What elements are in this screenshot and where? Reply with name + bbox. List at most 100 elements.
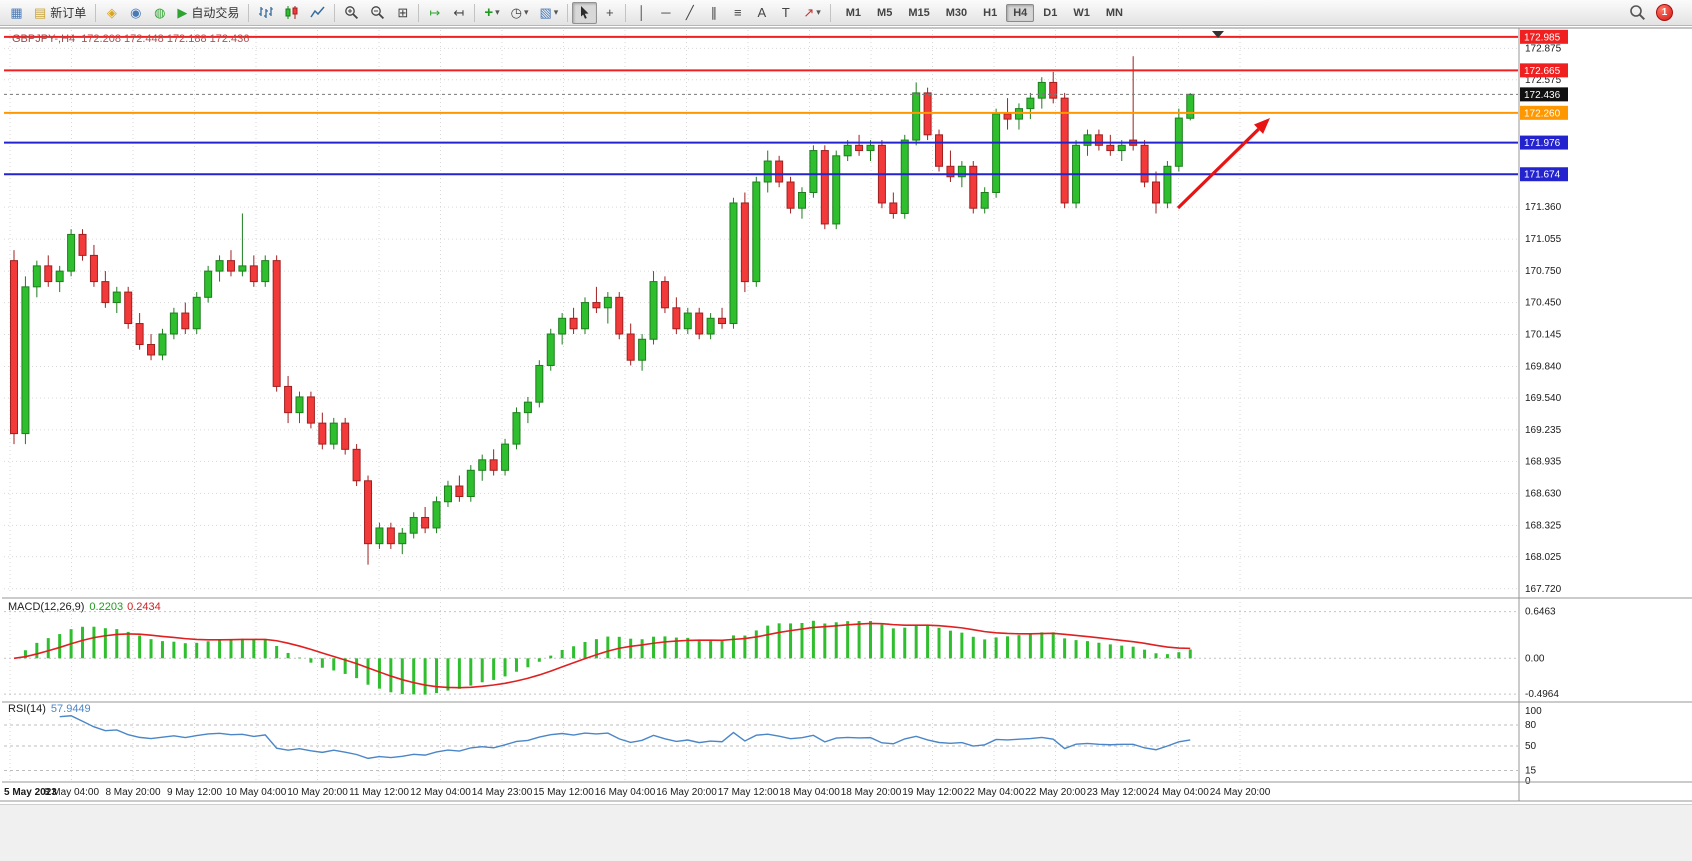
price-tag-172.985	[1520, 29, 1568, 44]
trendline-button[interactable]: ╱	[678, 2, 701, 24]
bar-chart-button[interactable]	[253, 2, 278, 24]
arrow-objects-button[interactable]: ↗ ▾	[798, 2, 825, 24]
macd-axis-label: -0.4964	[1525, 689, 1559, 700]
candle	[1163, 165, 1172, 204]
text-label-icon: T	[781, 5, 790, 20]
timeframe-M5[interactable]: M5	[877, 6, 893, 19]
timeframe-MN[interactable]: MN	[1105, 6, 1123, 19]
search-icon[interactable]	[1629, 4, 1646, 21]
periods-button[interactable]: ◷ ▾	[506, 2, 534, 24]
candle	[900, 139, 909, 214]
metaeditor-button[interactable]: ◈	[100, 2, 123, 24]
zoom-out-button[interactable]	[365, 2, 390, 24]
timeframe-M1[interactable]: M1	[845, 6, 862, 19]
cursor-button[interactable]	[572, 1, 598, 24]
macd-name: MACD(12,26,9)	[8, 601, 85, 613]
timeframe-D1[interactable]: D1	[1043, 6, 1058, 19]
line-chart-icon	[310, 5, 325, 20]
timeframe-M30[interactable]: M30	[945, 6, 968, 19]
ohlc-quote: 172.208 172.448 172.188 172.436	[81, 33, 250, 45]
candle	[466, 469, 475, 498]
price-tag-172.665	[1520, 63, 1568, 78]
candle	[284, 385, 293, 414]
price-tick: 168.630	[1525, 488, 1562, 499]
candle	[615, 296, 624, 335]
time-label: 24 May 20:00	[1210, 787, 1271, 798]
time-label: 11 May 12:00	[349, 787, 409, 798]
candle	[124, 291, 133, 325]
time-label: 22 May 20:00	[1025, 787, 1086, 798]
candle	[421, 516, 430, 529]
price-tick: 171.360	[1525, 202, 1562, 213]
templates-button[interactable]: ▧ ▾	[535, 2, 564, 24]
tile-windows-button[interactable]: ⊞	[391, 2, 414, 24]
candle	[752, 181, 761, 283]
time-label: 5 May 2023	[4, 787, 57, 798]
market-watch-button[interactable]: ◉	[124, 2, 147, 24]
toolbar-right: 1	[1629, 4, 1687, 21]
zoom-out-icon	[370, 5, 385, 20]
text-tool-button[interactable]: A	[750, 2, 773, 24]
horizontal-line-button[interactable]: ─	[654, 2, 677, 24]
candle	[706, 317, 715, 335]
price-tick: 167.720	[1525, 584, 1562, 595]
chart-shift-marker[interactable]	[1212, 31, 1224, 38]
indicators-button[interactable]: + ▾	[479, 2, 504, 24]
auto-scroll-button[interactable]: ↦	[423, 2, 446, 24]
price-tag-label: 171.674	[1524, 170, 1561, 181]
time-label: 16 May 04:00	[595, 787, 656, 798]
compass-icon: ◈	[106, 5, 117, 20]
vertical-line-icon: │	[637, 5, 646, 20]
chart-shift-button[interactable]: ↤	[447, 2, 470, 24]
time-label: 10 May 04:00	[226, 787, 287, 798]
timeframe-H1[interactable]: H1	[983, 6, 998, 19]
timeframe-H4[interactable]: H4	[1006, 3, 1035, 22]
trend-arrow[interactable]	[1176, 128, 1260, 210]
price-tick: 170.450	[1525, 298, 1562, 309]
candle	[32, 265, 41, 288]
cursor-icon	[577, 5, 592, 20]
candle	[912, 92, 921, 141]
new-order-button[interactable]: ▤ 新订单	[29, 2, 91, 24]
crosshair-button[interactable]: +	[598, 2, 621, 24]
candle	[1117, 144, 1126, 152]
candle	[501, 443, 510, 471]
candle	[957, 165, 966, 178]
toolbar-separator	[567, 3, 569, 22]
candle	[10, 260, 18, 435]
line-chart-button[interactable]	[305, 2, 330, 24]
new-chart-button[interactable]: ▦	[5, 2, 28, 24]
candle	[409, 516, 418, 534]
quotes-icon: ◉	[130, 5, 142, 20]
candlestick-chart-button[interactable]	[279, 2, 304, 24]
rsi-line	[59, 715, 1191, 760]
chevron-down-icon: ▾	[495, 7, 500, 17]
candles-icon	[284, 5, 299, 20]
timeframe-M15[interactable]: M15	[908, 6, 930, 19]
timeframe-toolbar: M1 M5 M15 M30 H1 H4 D1 W1 MN	[839, 3, 1130, 22]
candle	[729, 202, 738, 325]
time-label: 22 May 04:00	[964, 787, 1025, 798]
trend-arrow-head[interactable]	[1254, 118, 1270, 134]
candle	[638, 338, 647, 361]
vertical-line-button[interactable]: │	[630, 2, 653, 24]
candle	[809, 150, 818, 193]
candle	[329, 422, 338, 445]
chart-shift-icon: ↤	[453, 5, 465, 20]
price-tick: 169.840	[1525, 362, 1562, 373]
timeframe-W1[interactable]: W1	[1073, 6, 1090, 19]
channel-button[interactable]: ∥	[702, 2, 725, 24]
candle	[1083, 134, 1092, 146]
candle	[261, 260, 270, 283]
candle	[672, 307, 681, 330]
candle	[1026, 97, 1035, 110]
autotrading-button[interactable]: ▶ 自动交易	[172, 2, 244, 24]
label-tool-button[interactable]: T	[774, 2, 797, 24]
notification-badge[interactable]: 1	[1656, 4, 1673, 21]
candle	[398, 532, 407, 545]
time-label: 8 May 20:00	[105, 787, 160, 798]
zoom-in-button[interactable]	[339, 2, 364, 24]
fibonacci-button[interactable]: ≡	[726, 2, 749, 24]
community-button[interactable]: ◍	[148, 2, 171, 24]
